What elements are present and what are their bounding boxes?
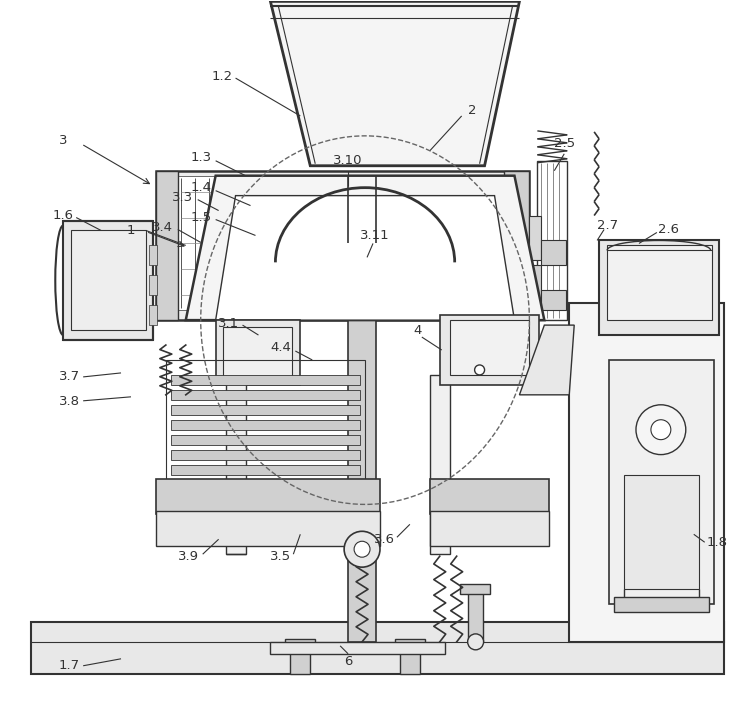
Bar <box>430 511 550 546</box>
Circle shape <box>636 405 686 455</box>
Text: 3.5: 3.5 <box>270 550 291 563</box>
Text: 4.4: 4.4 <box>270 341 291 353</box>
Text: 3.7: 3.7 <box>59 370 80 384</box>
Bar <box>156 171 177 320</box>
Bar <box>348 248 376 642</box>
Bar <box>504 171 529 320</box>
Bar <box>171 419 360 429</box>
Text: 1: 1 <box>127 224 135 237</box>
Bar <box>285 639 316 646</box>
Bar <box>609 360 713 604</box>
Text: 1.4: 1.4 <box>190 181 211 194</box>
Text: 2.5: 2.5 <box>553 137 575 150</box>
Text: 3.1: 3.1 <box>218 317 239 330</box>
Bar <box>149 276 157 295</box>
Bar <box>430 375 450 554</box>
Bar <box>171 435 360 445</box>
Bar <box>171 390 360 400</box>
Bar <box>166 360 365 479</box>
Bar <box>400 644 420 674</box>
Bar <box>529 265 541 320</box>
Bar <box>538 161 567 320</box>
Bar <box>216 320 300 385</box>
Text: 1.2: 1.2 <box>212 70 233 82</box>
Bar <box>529 216 541 260</box>
Bar <box>171 405 360 415</box>
Bar <box>541 240 566 265</box>
Bar <box>171 465 360 474</box>
Text: 3.8: 3.8 <box>59 396 80 408</box>
Text: 1.7: 1.7 <box>59 659 80 673</box>
Bar <box>599 240 719 335</box>
Bar <box>226 380 245 554</box>
Bar <box>71 231 146 330</box>
Polygon shape <box>270 1 519 166</box>
Bar <box>395 639 425 646</box>
Text: 3.11: 3.11 <box>360 229 390 242</box>
Polygon shape <box>186 176 544 320</box>
Text: 3.10: 3.10 <box>334 154 363 167</box>
Bar <box>270 642 445 654</box>
Text: 3.9: 3.9 <box>178 550 199 563</box>
Text: 3: 3 <box>59 135 67 147</box>
Text: 4: 4 <box>414 324 422 336</box>
Bar <box>156 171 529 320</box>
Bar <box>439 315 539 385</box>
Text: 3.3: 3.3 <box>172 191 193 204</box>
Bar <box>63 221 153 340</box>
Text: 1.6: 1.6 <box>53 209 74 222</box>
Polygon shape <box>519 325 575 395</box>
Circle shape <box>651 419 671 440</box>
Bar <box>223 327 292 377</box>
Text: 6: 6 <box>344 655 353 668</box>
Bar <box>156 511 380 546</box>
Text: 2: 2 <box>468 104 477 118</box>
Bar <box>171 450 360 460</box>
Bar <box>430 479 550 515</box>
Polygon shape <box>216 195 514 320</box>
Bar <box>32 622 723 674</box>
Bar <box>171 375 360 385</box>
Text: 1.3: 1.3 <box>190 152 211 164</box>
Text: 3.4: 3.4 <box>153 221 174 234</box>
Bar <box>338 243 386 260</box>
Circle shape <box>344 532 380 567</box>
Text: 2.6: 2.6 <box>658 223 680 236</box>
Bar <box>541 290 566 310</box>
Bar <box>607 245 712 320</box>
Bar <box>176 176 504 310</box>
Text: 1.8: 1.8 <box>706 536 727 548</box>
Text: 1.5: 1.5 <box>190 211 211 224</box>
Text: 2.7: 2.7 <box>596 219 618 232</box>
Polygon shape <box>276 260 455 262</box>
Bar <box>156 479 380 515</box>
Bar <box>450 320 529 375</box>
Bar <box>149 245 157 265</box>
Bar <box>614 597 709 612</box>
Bar <box>569 303 723 642</box>
Bar <box>291 644 310 674</box>
Circle shape <box>475 365 485 375</box>
Bar <box>149 305 157 325</box>
Bar <box>467 592 482 642</box>
Circle shape <box>354 541 370 557</box>
Text: 3.6: 3.6 <box>374 533 396 546</box>
Bar <box>460 584 489 594</box>
Bar <box>624 474 698 589</box>
Circle shape <box>467 634 484 650</box>
